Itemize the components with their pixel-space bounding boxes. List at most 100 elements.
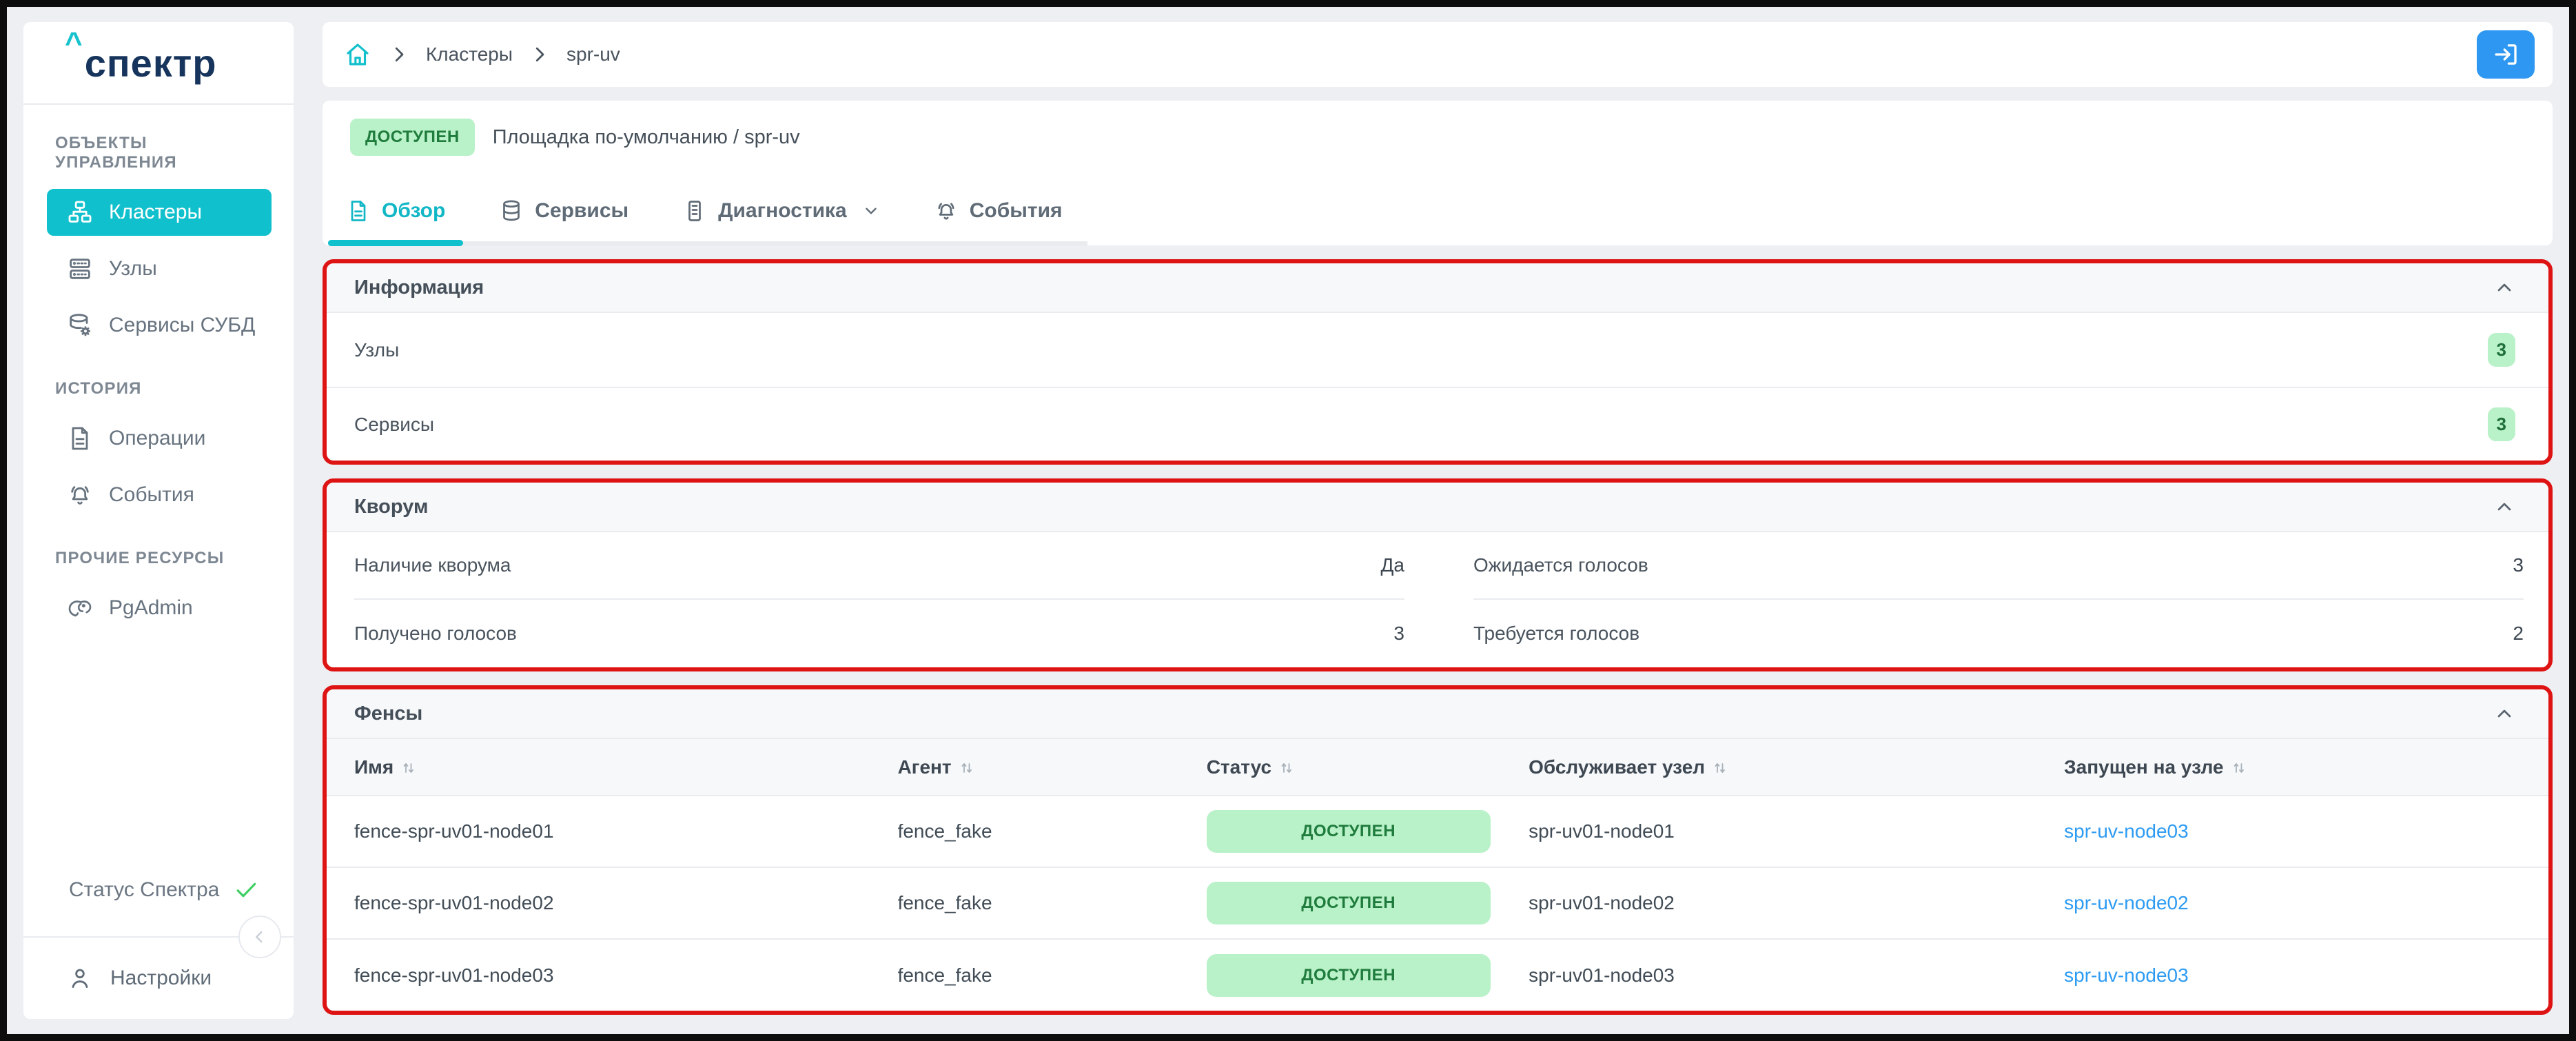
- sidebar-divider: [23, 916, 294, 958]
- bell-icon: [66, 481, 94, 509]
- tab-bar: Обзор Сервисы: [327, 199, 1087, 246]
- quorum-label: Ожидается голосов: [1473, 554, 1648, 576]
- status-pill: ДОСТУПЕН: [1206, 953, 1491, 997]
- status-pill: ДОСТУПЕН: [1206, 882, 1491, 924]
- fences-table: Имя Агент Статус Обслуживает узел Запуще…: [327, 739, 2548, 1011]
- breadcrumb: Кластеры spr-uv: [323, 22, 2553, 87]
- table-row: fence-spr-uv01-node02 fence_fake ДОСТУПЕ…: [327, 867, 2548, 939]
- chevron-up-icon[interactable]: [2493, 496, 2515, 518]
- breadcrumb-clusters[interactable]: Кластеры: [426, 43, 513, 65]
- section-title: Кворум: [354, 495, 429, 518]
- quorum-cell: Требуется голосов 2: [1473, 600, 2524, 667]
- tab-label: Сервисы: [535, 199, 629, 222]
- sidebar-item-clusters[interactable]: Кластеры: [47, 189, 272, 236]
- quorum-label: Требуется голосов: [1473, 623, 1640, 644]
- quorum-grid: Наличие кворума Да Ожидается голосов 3 П…: [327, 532, 2548, 667]
- document-icon: [346, 199, 371, 223]
- logout-icon: [2491, 40, 2520, 69]
- fences-section: Фенсы Имя Агент Статус Обслуживает узел …: [323, 685, 2553, 1015]
- home-icon[interactable]: [343, 40, 372, 69]
- running-on-node-link[interactable]: spr-uv-node03: [2064, 820, 2189, 842]
- quorum-value: 3: [1393, 623, 1404, 644]
- tab-events[interactable]: События: [934, 199, 1063, 241]
- sidebar-section-label-history: ИСТОРИЯ: [55, 379, 142, 398]
- chevron-left-icon: [250, 927, 269, 947]
- info-row-services: Сервисы 3: [327, 387, 2548, 461]
- logo-text: спектр: [84, 41, 217, 85]
- list-panel-icon: [682, 199, 707, 223]
- bell-icon: [934, 199, 959, 223]
- table-row: fence-spr-uv01-node03 fence_fake ДОСТУПЕ…: [327, 938, 2548, 1011]
- running-on-node-link[interactable]: spr-uv-node03: [2064, 964, 2189, 986]
- person-icon: [66, 964, 94, 992]
- sidebar-collapse-button[interactable]: [238, 916, 281, 958]
- sort-icon: [2231, 760, 2247, 776]
- app-logo: ^ спектр: [23, 22, 294, 105]
- tab-label: Диагностика: [718, 199, 847, 222]
- section-title: Фенсы: [354, 702, 423, 725]
- sort-icon: [400, 760, 417, 776]
- info-section-header: Информация: [327, 263, 2548, 313]
- main-column: Кластеры spr-uv ДОСТУПЕН Площадка по-у: [323, 22, 2553, 1034]
- sort-icon: [1712, 760, 1728, 776]
- quorum-cell: Ожидается голосов 3: [1473, 532, 2524, 600]
- column-header-name[interactable]: Имя: [327, 739, 898, 796]
- chevron-up-icon[interactable]: [2493, 276, 2515, 299]
- sidebar-item-nodes[interactable]: Узлы: [47, 245, 272, 292]
- tab-services[interactable]: Сервисы: [499, 199, 628, 241]
- chevron-down-icon: [862, 202, 880, 220]
- nodes-icon: [66, 255, 94, 283]
- column-header-status[interactable]: Статус: [1206, 739, 1529, 796]
- quorum-label: Наличие кворума: [354, 554, 511, 576]
- sidebar-section-label-objects: ОБЪЕКТЫ УПРАВЛЕНИЯ: [55, 134, 177, 172]
- quorum-value: Да: [1380, 554, 1404, 576]
- sort-icon: [959, 760, 975, 776]
- sort-icon: [1278, 760, 1295, 776]
- logo-caret-icon: ^: [65, 26, 83, 60]
- fences-section-header: Фенсы: [327, 689, 2548, 739]
- fence-status: ДОСТУПЕН: [1206, 938, 1529, 1011]
- chevron-up-icon[interactable]: [2493, 703, 2515, 725]
- cluster-icon: [66, 199, 94, 226]
- chevron-right-icon: [389, 44, 409, 65]
- running-on-node-link[interactable]: spr-uv-node02: [2064, 892, 2189, 913]
- logout-button[interactable]: [2477, 30, 2535, 79]
- fence-serves-node: spr-uv01-node03: [1529, 938, 2065, 1011]
- fence-serves-node: spr-uv01-node02: [1529, 867, 2065, 939]
- chevron-right-icon: [529, 44, 550, 65]
- sidebar-item-pgadmin[interactable]: PgAdmin: [47, 585, 272, 631]
- sidebar-item-events[interactable]: События: [47, 472, 272, 518]
- count-badge: 3: [2487, 407, 2515, 441]
- quorum-cell: Получено голосов 3: [354, 600, 1404, 667]
- sidebar-item-label: Кластеры: [109, 201, 202, 223]
- spektr-status-label: Статус Спектра: [69, 878, 220, 901]
- sidebar-item-operations[interactable]: Операции: [47, 415, 272, 462]
- status-pill: ДОСТУПЕН: [1206, 810, 1491, 853]
- count-badge: 3: [2487, 333, 2515, 367]
- table-header-row: Имя Агент Статус Обслуживает узел Запуще…: [327, 739, 2548, 796]
- info-row-nodes: Узлы 3: [327, 313, 2548, 387]
- quorum-value: 3: [2513, 554, 2524, 576]
- tab-diagnostics[interactable]: Диагностика: [682, 199, 880, 241]
- fence-serves-node: spr-uv01-node01: [1529, 795, 2065, 867]
- column-header-agent[interactable]: Агент: [897, 739, 1207, 796]
- fence-name: fence-spr-uv01-node02: [327, 867, 898, 939]
- quorum-section-header: Кворум: [327, 483, 2548, 532]
- sidebar-item-label: Настройки: [110, 967, 212, 989]
- quorum-cell: Наличие кворума Да: [354, 532, 1404, 600]
- tab-overview[interactable]: Обзор: [327, 199, 464, 246]
- pgadmin-elephant-icon: [66, 594, 94, 622]
- column-header-serves[interactable]: Обслуживает узел: [1529, 739, 2065, 796]
- document-icon: [66, 425, 94, 452]
- sidebar-item-label: Операции: [109, 427, 206, 449]
- sidebar-item-db-services[interactable]: Сервисы СУБД: [47, 302, 272, 349]
- section-title: Информация: [354, 276, 484, 299]
- breadcrumb-current: spr-uv: [566, 43, 620, 65]
- fence-name: fence-spr-uv01-node03: [327, 938, 898, 1011]
- spektr-status: Статус Спектра: [23, 877, 294, 903]
- sidebar-item-settings[interactable]: Настройки: [23, 938, 294, 1019]
- check-icon: [233, 877, 259, 903]
- sidebar-item-label: Сервисы СУБД: [109, 314, 256, 336]
- column-header-running-on[interactable]: Запущен на узле: [2064, 739, 2548, 796]
